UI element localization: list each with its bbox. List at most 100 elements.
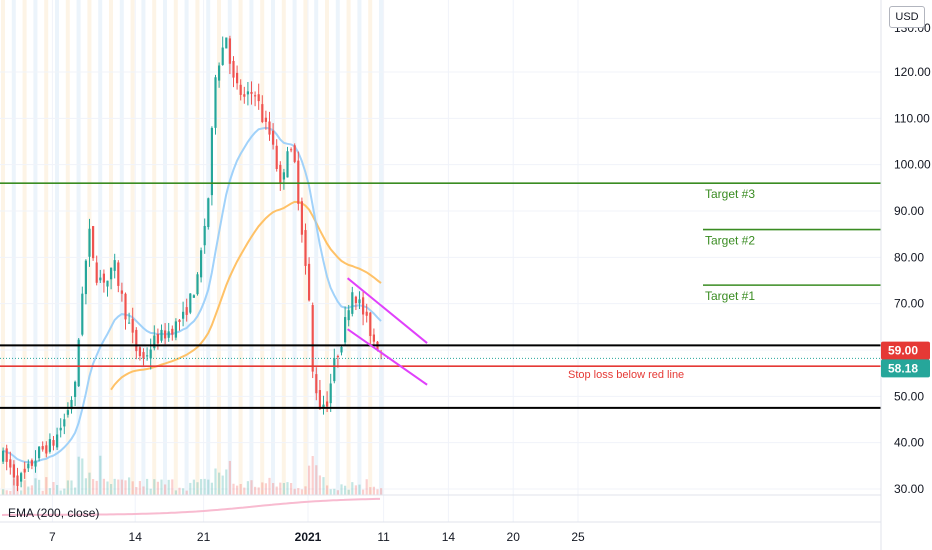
candle-body (20, 473, 23, 482)
volume-bar (365, 479, 368, 495)
candle-body (336, 355, 339, 358)
time-tick-label: 2021 (295, 530, 322, 544)
session-stripe (98, 0, 103, 495)
volume-bar (322, 477, 325, 495)
ema-slow-path (110, 200, 382, 391)
price-tick-label: 40.00 (894, 436, 924, 450)
volume-bar (344, 485, 347, 495)
candle-body (221, 47, 224, 65)
candle-body (365, 311, 368, 316)
volume-bar (138, 481, 141, 495)
candle-body (117, 262, 120, 286)
volume-bar (12, 479, 15, 495)
candle-body (5, 448, 8, 462)
volume-bar (174, 490, 177, 495)
candle-body (156, 334, 159, 344)
time-axis[interactable]: 7 14 21 2021 11 14 20 25 (49, 530, 585, 544)
volume-bar (84, 478, 87, 495)
volume-bar (99, 455, 102, 495)
horizontal-levels[interactable]: Target #3 Target #2 Target #1 Stop loss bel… (0, 182, 881, 409)
volume-bar (261, 482, 264, 495)
candle-body (279, 164, 282, 184)
volume-bar (239, 484, 242, 495)
candle-body (164, 330, 167, 339)
volume-bar (102, 478, 105, 495)
volume-bar (52, 482, 55, 495)
candle-body (207, 198, 210, 228)
volume-bar (329, 489, 332, 495)
volume-bar (110, 484, 113, 495)
volume-bar (34, 478, 37, 495)
wedge-lower-line[interactable] (347, 328, 428, 386)
volume-bar (369, 487, 372, 495)
volume-bar (38, 479, 41, 495)
price-tick-label: 50.00 (894, 389, 924, 403)
time-tick-label: 14 (129, 530, 143, 544)
volume-bar (207, 479, 210, 495)
volume-bar (250, 480, 253, 495)
session-stripe (152, 0, 157, 495)
session-stripe (33, 0, 38, 495)
candle-body (297, 160, 300, 204)
candle-body (261, 104, 264, 122)
candle-body (218, 65, 221, 81)
time-tick-label: 20 (507, 530, 521, 544)
candle-body (120, 290, 123, 294)
wedge-upper-line[interactable] (346, 277, 428, 344)
volume-bar (117, 479, 120, 495)
candle-body (41, 446, 44, 450)
volume-bar (336, 490, 339, 495)
currency-button[interactable]: USD (889, 6, 925, 28)
volume-bar (300, 489, 303, 495)
candle-body (250, 91, 253, 94)
price-tick-label: 70.00 (894, 297, 924, 311)
volume-bar (135, 487, 138, 495)
candle-body (372, 334, 375, 342)
stop-loss-annotation: Stop loss below red line (568, 369, 684, 381)
price-tag-text: 58.18 (888, 361, 918, 375)
session-stripe (217, 0, 221, 495)
candle-body (16, 475, 19, 486)
volume-bar (149, 488, 152, 495)
candle-body (45, 445, 48, 454)
volume-bar (315, 465, 318, 495)
candle-body (135, 329, 138, 352)
candle-body (9, 459, 12, 468)
volume-bar (275, 486, 278, 495)
volume-bar (88, 472, 91, 495)
volume-bar (182, 488, 185, 495)
price-axis[interactable]: 30.0040.0050.0060.0070.0080.0090.00100.0… (880, 0, 931, 550)
candle-body (362, 297, 365, 315)
session-background-stripes (1, 0, 383, 495)
candle-body (27, 463, 30, 469)
ema-200-line (1, 497, 380, 516)
candle-body (153, 335, 156, 349)
volume-bar (59, 490, 62, 495)
volume-bar (246, 481, 249, 495)
volume-bar (196, 482, 199, 495)
candle-body (246, 91, 249, 95)
candle-body (178, 319, 181, 323)
falling-wedge[interactable] (346, 277, 428, 386)
candle-body (128, 322, 131, 324)
session-stripe (346, 0, 351, 495)
volume-bar (214, 468, 217, 495)
volume-bar (326, 485, 329, 495)
volume-bar (272, 483, 275, 495)
session-stripe (325, 0, 329, 495)
candle-body (171, 328, 174, 335)
volume-bar (221, 475, 224, 495)
candle-body (282, 172, 285, 180)
volume-bar (23, 480, 26, 495)
candle-body (110, 267, 113, 280)
candle-body (239, 84, 242, 95)
candle-body (131, 318, 134, 333)
candle-body (70, 399, 73, 410)
session-stripe (314, 0, 319, 495)
ema-fast-path (2, 126, 382, 464)
session-stripe (1, 0, 5, 495)
ema-slow-line (110, 200, 382, 391)
volume-bar (45, 477, 48, 495)
candle-body (322, 404, 325, 408)
